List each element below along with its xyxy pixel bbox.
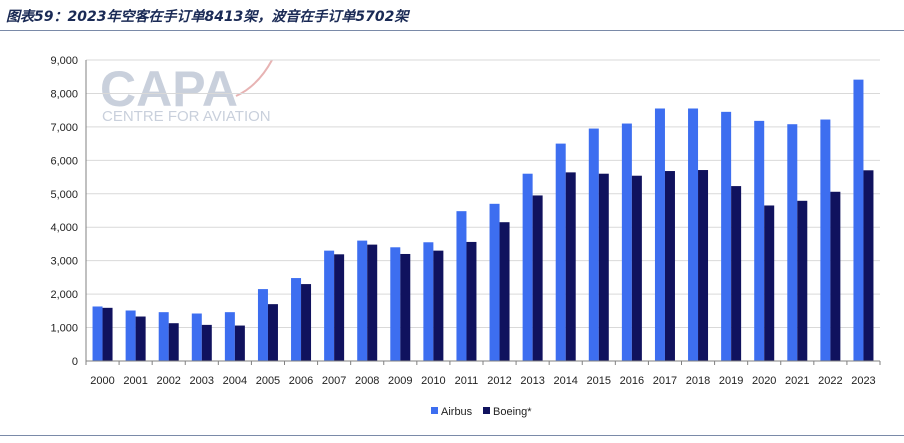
bar-airbus-2006 — [291, 278, 302, 361]
x-tick-label: 2014 — [553, 375, 577, 387]
bar-airbus-2013 — [522, 173, 533, 361]
bar-boeing-2011 — [466, 241, 477, 361]
x-tick-label: 2009 — [388, 375, 412, 387]
bar-boeing-2005 — [267, 304, 278, 361]
bar-boeing-2009 — [400, 253, 411, 361]
bar-boeing-2000 — [102, 307, 113, 361]
legend-label: Airbus — [441, 406, 473, 418]
bar-boeing-2004 — [234, 325, 245, 361]
x-tick-label: 2005 — [256, 375, 280, 387]
bar-airbus-2008 — [357, 240, 368, 361]
bar-airbus-2002 — [158, 312, 169, 361]
x-tick-label: 2016 — [620, 375, 644, 387]
x-tick-label: 2003 — [190, 375, 214, 387]
bar-boeing-2008 — [367, 244, 378, 361]
bar-airbus-2015 — [588, 128, 599, 361]
y-tick-label: 7,000 — [50, 122, 78, 134]
x-tick-label: 2006 — [289, 375, 313, 387]
x-tick-label: 2002 — [156, 375, 180, 387]
x-tick-label: 2011 — [455, 375, 479, 387]
bar-boeing-2020 — [764, 205, 775, 361]
bar-airbus-2014 — [555, 143, 566, 361]
x-tick-label: 2019 — [719, 375, 743, 387]
bar-boeing-2022 — [830, 191, 841, 361]
bar-airbus-2020 — [754, 120, 765, 361]
bar-airbus-2022 — [820, 119, 831, 361]
x-tick-label: 2012 — [487, 375, 511, 387]
x-tick-label: 2010 — [421, 375, 445, 387]
bar-boeing-2021 — [797, 200, 808, 361]
bar-boeing-2019 — [731, 186, 742, 361]
bar-boeing-2001 — [135, 316, 146, 361]
x-tick-label: 2020 — [752, 375, 776, 387]
bar-airbus-2010 — [423, 242, 434, 361]
bar-airbus-2017 — [654, 108, 665, 361]
bar-airbus-2018 — [688, 108, 699, 361]
watermark-sub-text: CENTRE FOR AVIATION — [102, 108, 271, 125]
y-tick-label: 5,000 — [50, 189, 78, 201]
x-tick-label: 2000 — [90, 375, 114, 387]
y-tick-label: 9,000 — [50, 55, 78, 67]
bar-airbus-2012 — [489, 203, 500, 361]
top-divider — [0, 30, 904, 31]
bar-airbus-2023 — [853, 79, 864, 361]
legend-swatch — [483, 407, 490, 414]
x-tick-label: 2023 — [851, 375, 875, 387]
bar-airbus-2009 — [390, 247, 401, 361]
bar-boeing-2017 — [664, 171, 675, 361]
chart-legend: Airbus Boeing* — [431, 406, 532, 418]
bar-airbus-2021 — [787, 124, 798, 361]
bar-boeing-2015 — [598, 173, 609, 361]
bar-boeing-2006 — [301, 284, 312, 361]
y-tick-label: 8,000 — [50, 88, 78, 100]
legend-label: Boeing* — [493, 406, 532, 418]
x-tick-label: 2008 — [355, 375, 379, 387]
x-tick-label: 2013 — [520, 375, 544, 387]
bar-boeing-2003 — [201, 324, 212, 361]
bar-boeing-2023 — [863, 170, 874, 361]
bar-airbus-2019 — [721, 111, 732, 361]
bar-boeing-2014 — [565, 172, 576, 361]
y-tick-label: 0 — [72, 356, 78, 368]
watermark-logo-text: CAPA — [100, 61, 238, 117]
bar-airbus-2005 — [257, 289, 268, 361]
bar-airbus-2004 — [224, 312, 235, 361]
bar-airbus-2000 — [92, 306, 103, 361]
legend-swatch — [431, 407, 438, 414]
x-tick-label: 2018 — [686, 375, 710, 387]
x-tick-label: 2021 — [785, 375, 809, 387]
bottom-divider — [0, 435, 904, 436]
figure-title: 图表59：2023年空客在手订单8413架，波音在手订单5702架 — [6, 9, 409, 25]
bar-airbus-2016 — [621, 123, 632, 362]
bar-boeing-2002 — [168, 323, 179, 361]
bar-boeing-2013 — [532, 195, 543, 361]
y-tick-label: 6,000 — [50, 155, 78, 167]
bar-airbus-2011 — [456, 211, 467, 361]
bar-boeing-2016 — [631, 175, 642, 361]
bar-boeing-2010 — [433, 250, 444, 361]
watermark-swoosh-icon — [235, 59, 273, 97]
x-tick-label: 2015 — [587, 375, 611, 387]
x-tick-label: 2017 — [653, 375, 677, 387]
x-tick-label: 2007 — [322, 375, 346, 387]
bar-airbus-2001 — [125, 310, 136, 361]
y-tick-label: 1,000 — [50, 323, 78, 335]
bar-boeing-2007 — [334, 254, 345, 361]
x-tick-label: 2001 — [123, 375, 147, 387]
bar-boeing-2018 — [698, 170, 709, 361]
y-tick-label: 3,000 — [50, 256, 78, 268]
bar-boeing-2012 — [499, 222, 510, 361]
bar-airbus-2007 — [324, 250, 335, 361]
y-tick-label: 2,000 — [50, 289, 78, 301]
x-tick-label: 2022 — [818, 375, 842, 387]
bar-airbus-2003 — [191, 313, 202, 361]
x-tick-label: 2004 — [223, 375, 247, 387]
capa-watermark: CAPA CENTRE FOR AVIATION — [100, 59, 273, 125]
y-tick-label: 4,000 — [50, 222, 78, 234]
